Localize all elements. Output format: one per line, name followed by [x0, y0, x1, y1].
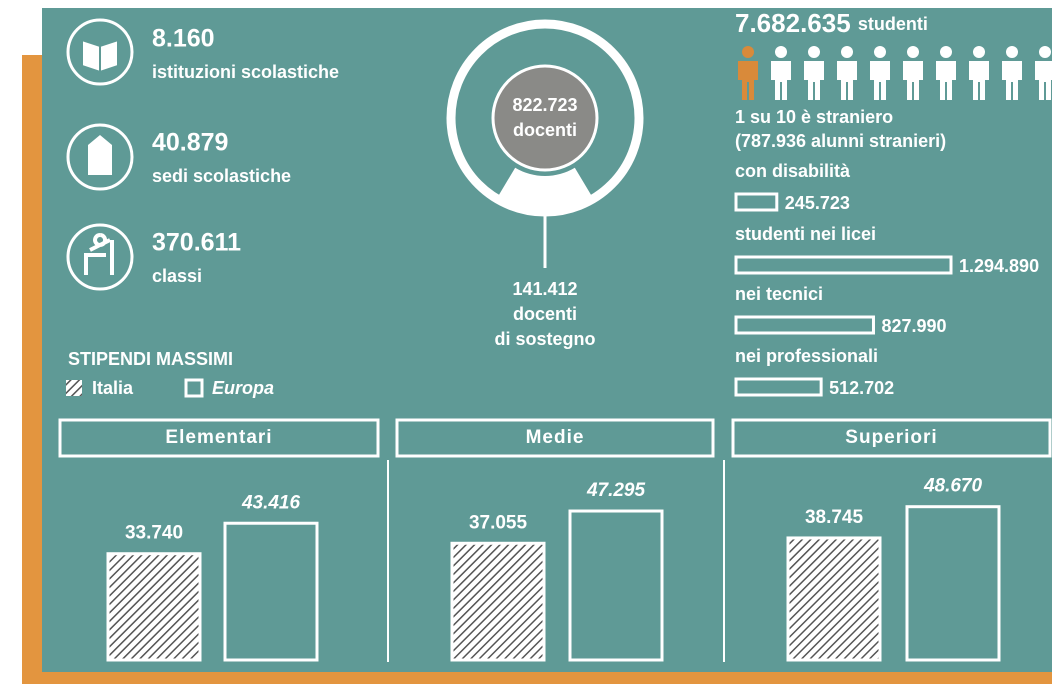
support-line: docenti [513, 304, 577, 324]
support-line: di sostegno [494, 329, 595, 349]
group-bar [734, 192, 779, 212]
italia-bar [106, 552, 202, 662]
group-bar [734, 377, 823, 397]
panel-title: Elementari [165, 427, 272, 448]
donut-center [491, 64, 599, 172]
person-icon [775, 46, 787, 58]
legend-swatch [184, 378, 204, 398]
group-value: 827.990 [881, 316, 946, 336]
bar-label: 37.055 [469, 512, 528, 533]
group-value: 245.723 [785, 193, 850, 213]
legend-label: Italia [92, 378, 134, 398]
bar-label: 47.295 [586, 480, 646, 501]
person-icon [771, 61, 791, 100]
bar-label: 43.416 [241, 492, 301, 513]
person-icon [837, 61, 857, 100]
person-icon [903, 61, 923, 100]
stat-label: classi [152, 266, 202, 286]
person-icon [936, 61, 956, 100]
teachers-text: docenti [513, 120, 577, 140]
person-icon [907, 46, 919, 58]
group-name: con disabilità [735, 161, 851, 181]
italia-bar [786, 536, 882, 662]
stat-value: 8.160 [152, 25, 215, 53]
person-icon [1035, 61, 1052, 100]
group-bar [734, 255, 953, 275]
support-sector [498, 167, 592, 208]
stat-value: 370.611 [152, 229, 241, 257]
group-value: 1.294.890 [959, 256, 1039, 276]
group-name: nei professionali [735, 346, 878, 366]
group-name: studenti nei licei [735, 224, 876, 244]
person-icon [1006, 46, 1018, 58]
group-value: 512.702 [829, 378, 894, 398]
person-icon [738, 61, 758, 100]
group-name: nei tecnici [735, 284, 823, 304]
europa-bar [905, 505, 1001, 662]
person-icon [841, 46, 853, 58]
panel-header [395, 418, 715, 458]
person-icon [969, 61, 989, 100]
person-icon [742, 46, 754, 58]
foreign-line: (787.936 alunni stranieri) [735, 131, 946, 151]
person-icon [870, 61, 890, 100]
person-icon [874, 46, 886, 58]
panel-header [58, 418, 380, 458]
bar-label: 38.745 [805, 507, 864, 528]
stat-value: 40.879 [152, 129, 228, 157]
panel-title: Medie [526, 427, 585, 448]
europa-bar [223, 521, 319, 662]
students-total-value: 7.682.635 [735, 8, 851, 38]
stat-label: istituzioni scolastiche [152, 62, 339, 82]
stat-label: sedi scolastiche [152, 166, 291, 186]
stat-icons [66, 18, 134, 291]
italia-bar [450, 541, 546, 662]
students-total-text: studenti [858, 14, 928, 34]
salaries-title: STIPENDI MASSIMI [68, 349, 233, 369]
support-value: 141.412 [512, 279, 577, 299]
bar-label: 48.670 [923, 476, 983, 497]
person-icon [1002, 61, 1022, 100]
panel-title: Superiori [845, 427, 937, 448]
students-total: 7.682.635 studenti [735, 8, 928, 38]
panel-header [731, 418, 1052, 458]
person-icon [1039, 46, 1051, 58]
legend-swatch [66, 380, 82, 396]
bar-label: 33.740 [125, 523, 183, 544]
group-bar [734, 315, 875, 335]
person-icon [940, 46, 952, 58]
person-icon [808, 46, 820, 58]
foreign-line: 1 su 10 è straniero [735, 107, 893, 127]
legend-label: Europa [212, 378, 274, 398]
teachers-total: 822.723 [512, 95, 577, 115]
person-icon [804, 61, 824, 100]
europa-bar [568, 509, 664, 662]
person-icon [973, 46, 985, 58]
